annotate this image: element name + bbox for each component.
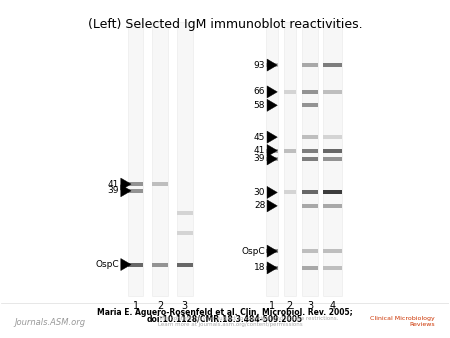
Bar — [323, 266, 342, 270]
Text: 93: 93 — [254, 61, 265, 70]
Bar — [302, 22, 318, 296]
Polygon shape — [267, 245, 277, 257]
Bar — [266, 249, 278, 253]
Polygon shape — [267, 86, 277, 98]
Text: This content may be subject to copyright and license restrictions.
Learn more at: This content may be subject to copyright… — [158, 316, 338, 327]
Bar — [323, 135, 342, 139]
Polygon shape — [267, 99, 277, 111]
Text: 39: 39 — [108, 186, 119, 195]
Text: 1: 1 — [269, 301, 275, 311]
Bar — [153, 263, 168, 267]
Bar — [323, 149, 342, 152]
Text: 30: 30 — [254, 188, 265, 197]
Polygon shape — [267, 131, 277, 143]
Bar — [128, 182, 144, 186]
Polygon shape — [267, 187, 277, 198]
Bar — [266, 22, 278, 296]
Text: OspC: OspC — [95, 260, 119, 269]
Bar — [302, 266, 318, 270]
Bar — [266, 157, 278, 161]
Text: doi:10.1128/CMR.18.3.484-509.2005: doi:10.1128/CMR.18.3.484-509.2005 — [147, 315, 303, 324]
Bar — [302, 249, 318, 253]
Bar — [323, 204, 342, 208]
Bar — [128, 189, 144, 193]
Bar — [284, 22, 296, 296]
Bar — [177, 22, 193, 296]
Text: 3: 3 — [182, 301, 188, 311]
Bar — [177, 211, 193, 215]
Text: Clinical Microbiology
Reviews: Clinical Microbiology Reviews — [370, 316, 435, 327]
Text: 1: 1 — [132, 301, 139, 311]
Text: Journals.ASM.org: Journals.ASM.org — [15, 318, 86, 327]
Bar — [128, 263, 144, 267]
Polygon shape — [121, 185, 131, 197]
Bar — [302, 157, 318, 161]
Bar — [302, 135, 318, 139]
Text: 45: 45 — [254, 132, 265, 142]
Bar — [177, 263, 193, 267]
Bar — [302, 90, 318, 94]
Polygon shape — [267, 200, 277, 212]
Text: 28: 28 — [254, 201, 265, 210]
Polygon shape — [121, 178, 131, 190]
Bar — [323, 90, 342, 94]
Text: (Left) Selected IgM immunoblot reactivities.: (Left) Selected IgM immunoblot reactivit… — [88, 18, 362, 31]
Bar — [177, 231, 193, 235]
Bar — [128, 22, 144, 296]
Bar — [284, 190, 296, 194]
Bar — [323, 22, 342, 296]
Text: 41: 41 — [108, 179, 119, 189]
Polygon shape — [267, 59, 277, 71]
Polygon shape — [267, 145, 277, 156]
Text: 3: 3 — [307, 301, 313, 311]
Polygon shape — [267, 262, 277, 274]
Bar — [323, 63, 342, 67]
Text: Maria E. Aguero-Rosenfeld et al. Clin. Microbiol. Rev. 2005;: Maria E. Aguero-Rosenfeld et al. Clin. M… — [97, 308, 353, 317]
Text: 2: 2 — [287, 301, 293, 311]
Bar — [302, 103, 318, 107]
Bar — [302, 149, 318, 152]
Bar — [323, 190, 342, 194]
Text: 41: 41 — [254, 146, 265, 155]
Text: 58: 58 — [254, 101, 265, 110]
Bar — [302, 63, 318, 67]
Bar — [266, 63, 278, 67]
Text: OspC: OspC — [242, 247, 265, 256]
Polygon shape — [267, 153, 277, 165]
Text: 39: 39 — [254, 154, 265, 164]
Bar — [323, 157, 342, 161]
Text: 2: 2 — [157, 301, 163, 311]
Bar — [153, 182, 168, 186]
Text: 18: 18 — [254, 263, 265, 272]
Bar — [266, 266, 278, 270]
Bar — [153, 22, 168, 296]
Bar — [302, 190, 318, 194]
Bar — [266, 149, 278, 152]
Bar — [284, 149, 296, 152]
Bar — [302, 204, 318, 208]
Polygon shape — [121, 259, 131, 271]
Bar — [284, 90, 296, 94]
Text: 4: 4 — [329, 301, 335, 311]
Text: 66: 66 — [254, 88, 265, 96]
Bar — [323, 249, 342, 253]
